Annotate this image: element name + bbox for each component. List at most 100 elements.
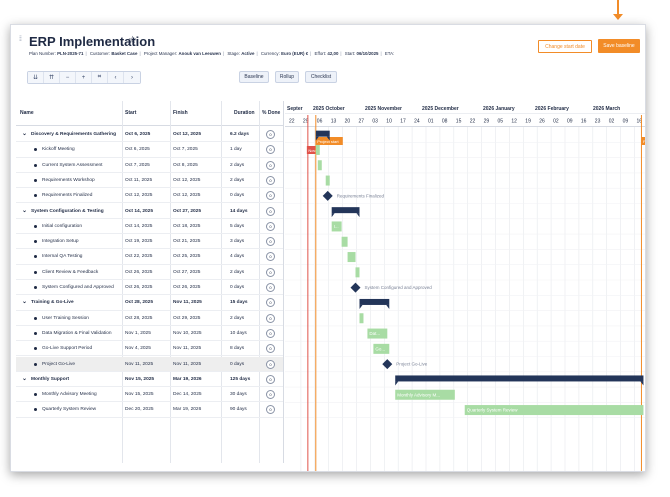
column-divider[interactable] [259,101,260,463]
task-start: Nov 4, 2025 [125,346,151,352]
percent-done-badge[interactable]: 0 [266,191,275,201]
timeline-month-label: Septer [287,106,303,112]
favorite-star-icon[interactable]: ☆ [128,35,137,46]
percent-done-badge[interactable]: 0 [266,313,275,323]
task-finish: Oct 8, 2025 [173,162,198,168]
summary-bar[interactable] [315,130,330,137]
percent-done-badge[interactable]: 0 [266,221,275,231]
task-name: Monthly Advisory Meeting [42,392,97,398]
chevron-down-icon[interactable]: ⌄ [22,207,28,214]
chevron-down-icon[interactable]: ⌄ [22,375,28,382]
task-bar[interactable] [355,267,360,278]
summary-bar-cap [326,136,330,141]
percent-done-badge[interactable]: 0 [266,359,275,369]
percent-done-badge[interactable]: 0 [266,374,275,384]
save-baseline-button[interactable]: Save baseline [598,39,640,53]
percent-done-badge[interactable]: 0 [266,328,275,338]
zoom-out-icon[interactable]: − [60,72,76,83]
timeline-week-label: 22 [289,119,295,125]
col-name-header[interactable]: Name [20,110,34,116]
summary-bar[interactable] [359,298,390,305]
percent-done-badge[interactable]: 0 [266,283,275,292]
milestone-diamond[interactable] [382,359,393,370]
task-bar[interactable] [373,343,390,354]
drag-handle-icon[interactable]: ⁞⁞ [19,36,22,43]
task-duration: 6.2 days [230,132,249,137]
column-divider[interactable] [170,101,171,463]
task-bar[interactable] [464,405,644,416]
task-bar[interactable] [331,221,342,232]
percent-done-badge[interactable]: 0 [266,390,275,400]
task-row[interactable]: User Training Session Oct 28, 2025 Oct 29,… [16,311,283,326]
percent-done-badge[interactable]: 0 [266,160,275,170]
summary-bar[interactable] [331,207,360,214]
percent-done-badge[interactable]: 0 [266,267,275,277]
column-divider[interactable] [221,101,222,463]
task-row[interactable]: Integration Setup Oct 19, 2025 Oct 21, 202… [16,234,283,250]
zoom-in-icon[interactable]: + [76,72,92,83]
next-icon[interactable]: › [124,72,140,83]
task-bar[interactable] [367,328,388,339]
percent-done-badge[interactable]: 0 [266,130,275,139]
col-duration-header[interactable]: Duration [234,110,255,116]
percent-done-badge[interactable]: 0 [266,237,275,247]
collapse-all-icon[interactable]: ⇊ [28,72,44,83]
task-finish: Oct 7, 2025 [173,147,198,153]
prev-icon[interactable]: ‹ [108,72,124,83]
task-row[interactable]: Requirements Finalized Oct 12, 2025 Oct 12… [16,188,283,204]
checklist-button[interactable]: Checklist [305,71,337,83]
gantt-window: ⁞⁞ ERP Implementation ☆ Plan Number: PLN… [10,24,646,472]
baseline-button[interactable]: Baseline [239,71,269,83]
task-row[interactable]: Client Review & Feedback Oct 26, 2025 Oct … [16,265,283,280]
expand-all-icon[interactable]: ⇈ [44,72,60,83]
task-bar[interactable] [317,160,322,171]
chevron-down-icon[interactable]: ⌄ [22,131,28,137]
task-row[interactable]: Quarterly System Review Dec 20, 2025 Mar 1… [16,402,283,418]
task-bar[interactable] [347,252,356,263]
col-start-header[interactable]: Start [125,110,137,116]
percent-done-badge[interactable]: 0 [266,175,275,185]
task-row[interactable]: Internal QA Testing Oct 22, 2025 Oct 25, 2… [16,249,283,265]
task-row[interactable]: Go-Live Support Period Nov 4, 2025 Nov 11,… [16,341,283,357]
callout-arrow-head [613,14,623,20]
task-row[interactable]: Data Migration & Final Validation Nov 1, … [16,326,283,342]
percent-done-badge[interactable]: 0 [266,206,275,216]
percent-done-badge[interactable]: 0 [266,344,275,354]
now-marker [306,146,319,154]
column-divider[interactable] [122,101,123,463]
percent-done-badge[interactable]: 0 [266,405,275,415]
percent-done-badge[interactable]: 0 [266,145,275,155]
summary-row[interactable]: ⌄ Training & Go-Live Oct 28, 2025 Nov 11, 2… [16,295,283,311]
timeline-week-label: 06 [317,119,323,125]
task-row[interactable]: Project Go-Live Nov 11, 2025 Nov 11, 2025 0… [16,356,283,372]
percent-done-badge[interactable]: 0 [266,298,275,308]
summary-bar[interactable] [395,375,644,382]
task-row[interactable]: Initial configuration Oct 14, 2025 Oct 18,… [16,219,283,235]
task-bar[interactable] [325,175,330,186]
milestone-diamond[interactable] [350,282,361,293]
task-row[interactable]: Current System Assessment Oct 7, 2025 Oct … [16,158,283,173]
summary-row[interactable]: ⌄ System Configuration & Testing Oct 14, 2… [16,204,283,219]
summary-row[interactable]: ⌄ Monthly Support Nov 15, 2025 Mar 19, 2026… [16,372,283,388]
summary-row[interactable]: ⌄ Discovery & Requirements Gathering Oct 6… [16,127,283,143]
task-bar[interactable] [359,313,364,324]
fit-icon[interactable]: ⌗ [92,72,108,83]
task-bar[interactable] [341,236,348,247]
task-row[interactable]: Kickoff Meeting Oct 6, 2025 Oct 7, 2025 1 d… [16,142,283,158]
change-start-date-button[interactable]: Change start date [538,40,592,53]
task-row[interactable]: Monthly Advisory Meeting Nov 15, 2025 Dec … [16,387,283,403]
percent-done-badge[interactable]: 0 [266,252,275,262]
task-row[interactable]: System Configured and Approved Oct 26, 20… [16,280,283,296]
milestone-diamond[interactable] [322,190,333,201]
task-duration: 0 days [230,193,245,199]
col-done-header[interactable]: % Done [262,110,281,116]
chevron-down-icon[interactable]: ⌄ [22,299,28,306]
task-row[interactable]: Requirements Workshop Oct 11, 2025 Oct 12,… [16,173,283,189]
rollup-button[interactable]: Rollup [275,71,299,83]
task-bar[interactable] [395,389,455,400]
col-finish-header[interactable]: Finish [173,110,188,116]
task-duration: 1 day [230,147,242,153]
grid-header: Name Start Finish Duration % Done [16,101,283,126]
task-bar[interactable] [315,144,320,155]
milestone-label: Requirements Finalized [337,193,385,198]
